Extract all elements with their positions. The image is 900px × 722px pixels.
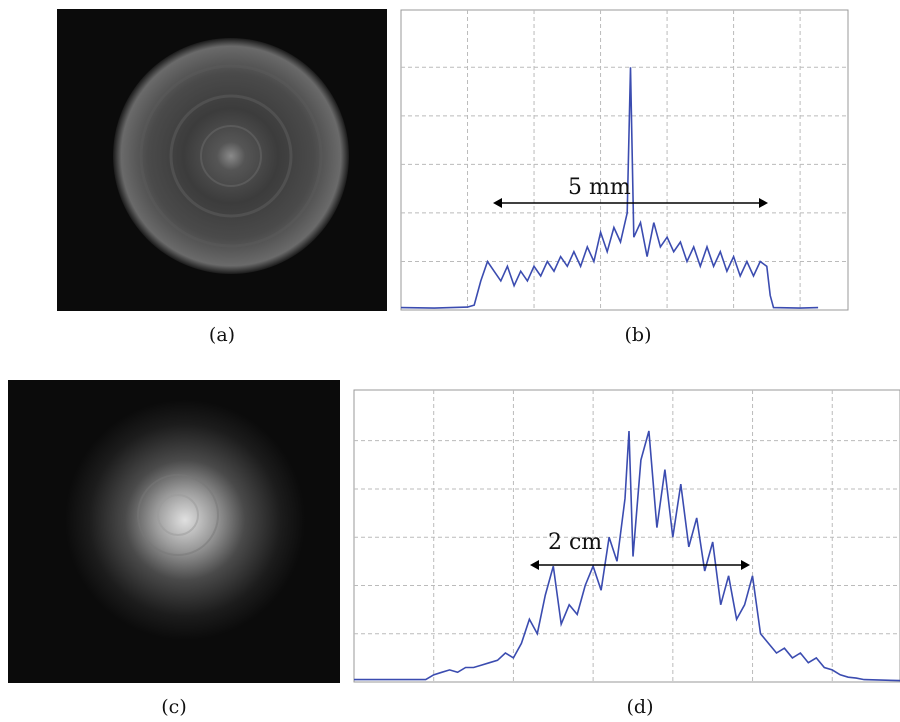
- profile-line: [354, 430, 900, 682]
- caption: (a): [209, 324, 235, 346]
- caption: (d): [627, 696, 654, 718]
- image-a: [57, 9, 387, 311]
- caption: (b): [625, 324, 652, 346]
- image-c: [8, 380, 340, 683]
- plot-frame: [353, 389, 900, 683]
- annotation: 5 mm: [568, 175, 631, 200]
- profile-line: [400, 67, 819, 309]
- plot-frame: [400, 9, 849, 311]
- annotation: 2 cm: [548, 530, 602, 555]
- caption: (c): [161, 696, 186, 718]
